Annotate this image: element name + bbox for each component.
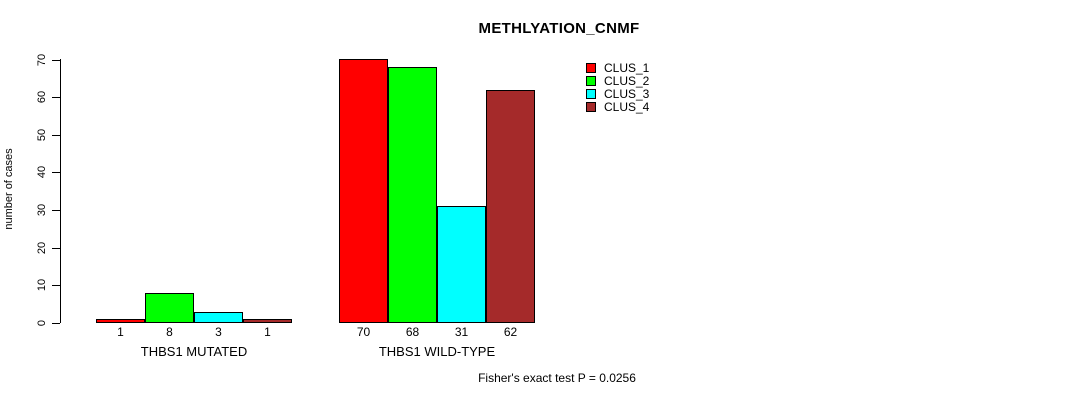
bar-clus_2-group2 xyxy=(388,67,437,323)
x-category-label-1: THBS1 MUTATED xyxy=(140,344,248,359)
bar-value-label: 8 xyxy=(166,325,173,339)
bar-value-label: 31 xyxy=(454,325,469,339)
bar-clus_3-group2 xyxy=(437,206,486,323)
bar-value-label: 3 xyxy=(215,325,222,339)
bar-clus_4-group2 xyxy=(486,90,535,323)
y-tick-label: 60 xyxy=(36,90,48,104)
y-tick-mark xyxy=(52,60,60,61)
chart-title: METHLYATION_CNMF xyxy=(478,20,640,37)
bar-clus_1-group1 xyxy=(96,319,145,323)
x-category-label-2: THBS1 WILD-TYPE xyxy=(378,344,496,359)
y-axis-line xyxy=(60,59,61,323)
bar-clus_1-group2 xyxy=(339,59,388,323)
bar-value-label: 1 xyxy=(117,325,124,339)
bar-clus_2-group1 xyxy=(145,293,194,323)
bar-value-label: 62 xyxy=(503,325,518,339)
legend-label-clus_2: CLUS_2 xyxy=(604,74,650,88)
bar-value-label: 1 xyxy=(264,325,271,339)
legend-swatch-clus_3 xyxy=(586,89,596,99)
y-tick-mark xyxy=(52,210,60,211)
y-tick-label: 70 xyxy=(36,53,48,67)
y-tick-mark xyxy=(52,97,60,98)
y-tick-label: 50 xyxy=(36,128,48,142)
y-tick-label: 40 xyxy=(36,165,48,179)
y-tick-label: 20 xyxy=(36,241,48,255)
legend-swatch-clus_1 xyxy=(586,63,596,73)
fisher-test-annotation: Fisher's exact test P = 0.0256 xyxy=(478,371,636,385)
y-tick-mark xyxy=(52,135,60,136)
y-axis-label: number of cases xyxy=(3,148,15,230)
legend-label-clus_1: CLUS_1 xyxy=(604,61,650,75)
bar-value-label: 70 xyxy=(356,325,371,339)
legend-label-clus_4: CLUS_4 xyxy=(604,100,650,114)
y-tick-mark xyxy=(52,248,60,249)
y-tick-label: 30 xyxy=(36,203,48,217)
legend-swatch-clus_4 xyxy=(586,102,596,112)
y-tick-label: 10 xyxy=(36,278,48,292)
bar-clus_4-group1 xyxy=(243,319,292,323)
bar-value-label: 68 xyxy=(405,325,420,339)
legend-swatch-clus_2 xyxy=(586,76,596,86)
y-tick-mark xyxy=(52,323,60,324)
bar-clus_3-group1 xyxy=(194,312,243,323)
y-tick-mark xyxy=(52,172,60,173)
legend-label-clus_3: CLUS_3 xyxy=(604,87,650,101)
y-tick-label: 0 xyxy=(36,319,48,327)
y-tick-mark xyxy=(52,285,60,286)
